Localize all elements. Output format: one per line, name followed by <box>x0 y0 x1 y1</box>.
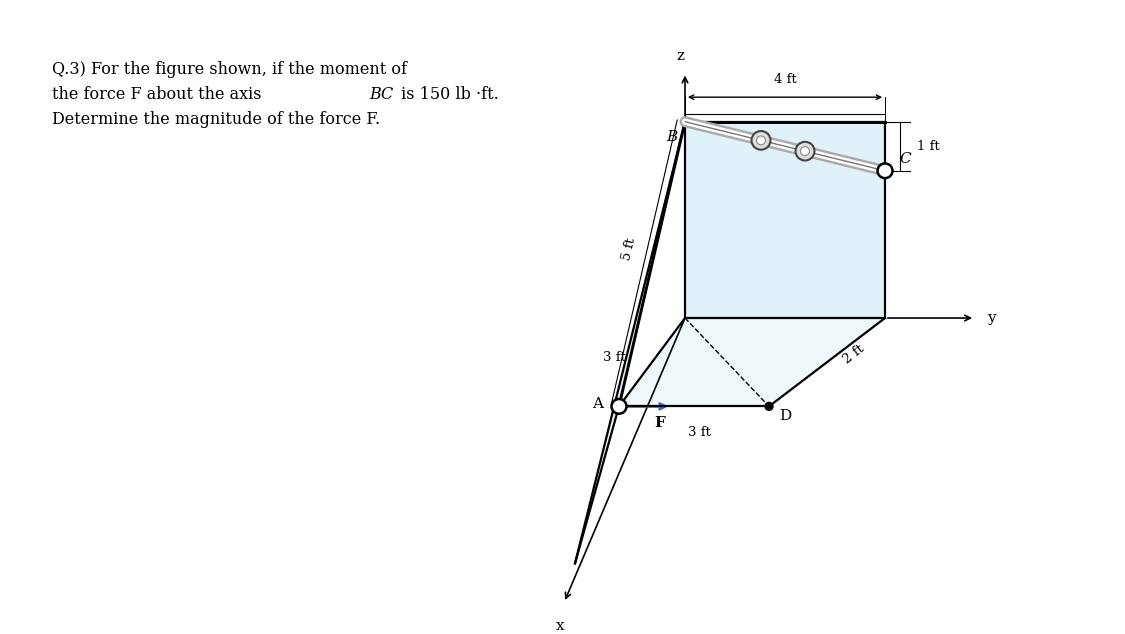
Circle shape <box>752 131 771 150</box>
Text: Q.3) For the figure shown, if the moment of: Q.3) For the figure shown, if the moment… <box>52 61 407 78</box>
Text: Determine the magnitude of the force F.: Determine the magnitude of the force F. <box>52 111 380 128</box>
Text: C: C <box>899 152 910 166</box>
Text: 5 ft: 5 ft <box>620 237 638 262</box>
Text: 1 ft: 1 ft <box>917 139 939 153</box>
Text: F: F <box>654 416 665 430</box>
Polygon shape <box>685 122 885 318</box>
Circle shape <box>801 146 810 155</box>
Polygon shape <box>619 318 885 406</box>
Circle shape <box>765 403 773 410</box>
Text: A: A <box>592 398 603 411</box>
Text: B: B <box>666 129 677 143</box>
Circle shape <box>795 142 814 160</box>
Text: the force F about the axis: the force F about the axis <box>52 86 267 103</box>
Text: y: y <box>987 311 996 325</box>
Text: 3 ft: 3 ft <box>687 426 711 439</box>
Text: 2 ft: 2 ft <box>842 342 867 366</box>
Text: x: x <box>556 619 565 633</box>
Text: D: D <box>778 410 791 424</box>
Text: z: z <box>676 49 684 63</box>
Text: 4 ft: 4 ft <box>774 74 796 86</box>
Text: 3 ft: 3 ft <box>603 351 626 364</box>
Circle shape <box>878 164 892 178</box>
Text: is 150 lb ·ft.: is 150 lb ·ft. <box>396 86 498 103</box>
Circle shape <box>612 399 627 414</box>
Circle shape <box>756 136 765 145</box>
Polygon shape <box>575 122 685 564</box>
Text: BC: BC <box>369 86 394 103</box>
